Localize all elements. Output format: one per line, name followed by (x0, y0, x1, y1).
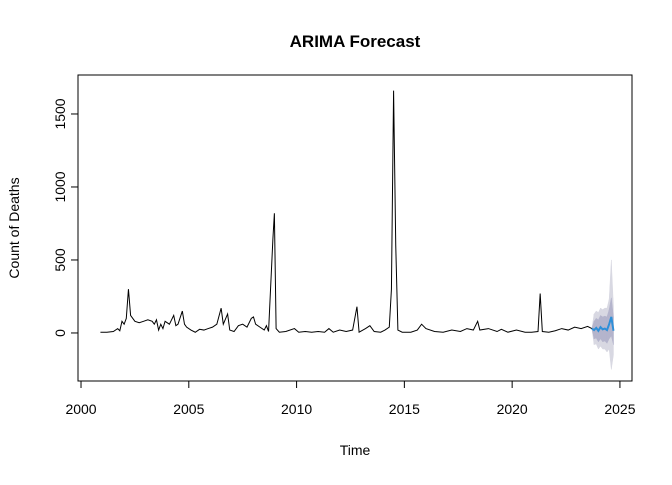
y-tick-label: 0 (52, 329, 68, 337)
y-tick-label: 500 (52, 248, 68, 272)
x-axis-label: Time (340, 442, 371, 458)
chart-title: ARIMA Forecast (290, 32, 421, 51)
x-tick-label: 2015 (389, 401, 420, 417)
y-axis-label: Count of Deaths (6, 177, 22, 278)
y-tick-label: 1500 (52, 98, 68, 129)
forecast-line (591, 316, 615, 333)
x-tick-label: 2025 (604, 401, 635, 417)
x-tick-label: 2000 (65, 401, 96, 417)
y-tick-label: 1000 (52, 171, 68, 202)
x-tick-label: 2005 (173, 401, 204, 417)
x-tick-label: 2020 (497, 401, 528, 417)
x-tick-label: 2010 (281, 401, 312, 417)
plot-box (77, 74, 633, 382)
observed-line (100, 90, 593, 334)
